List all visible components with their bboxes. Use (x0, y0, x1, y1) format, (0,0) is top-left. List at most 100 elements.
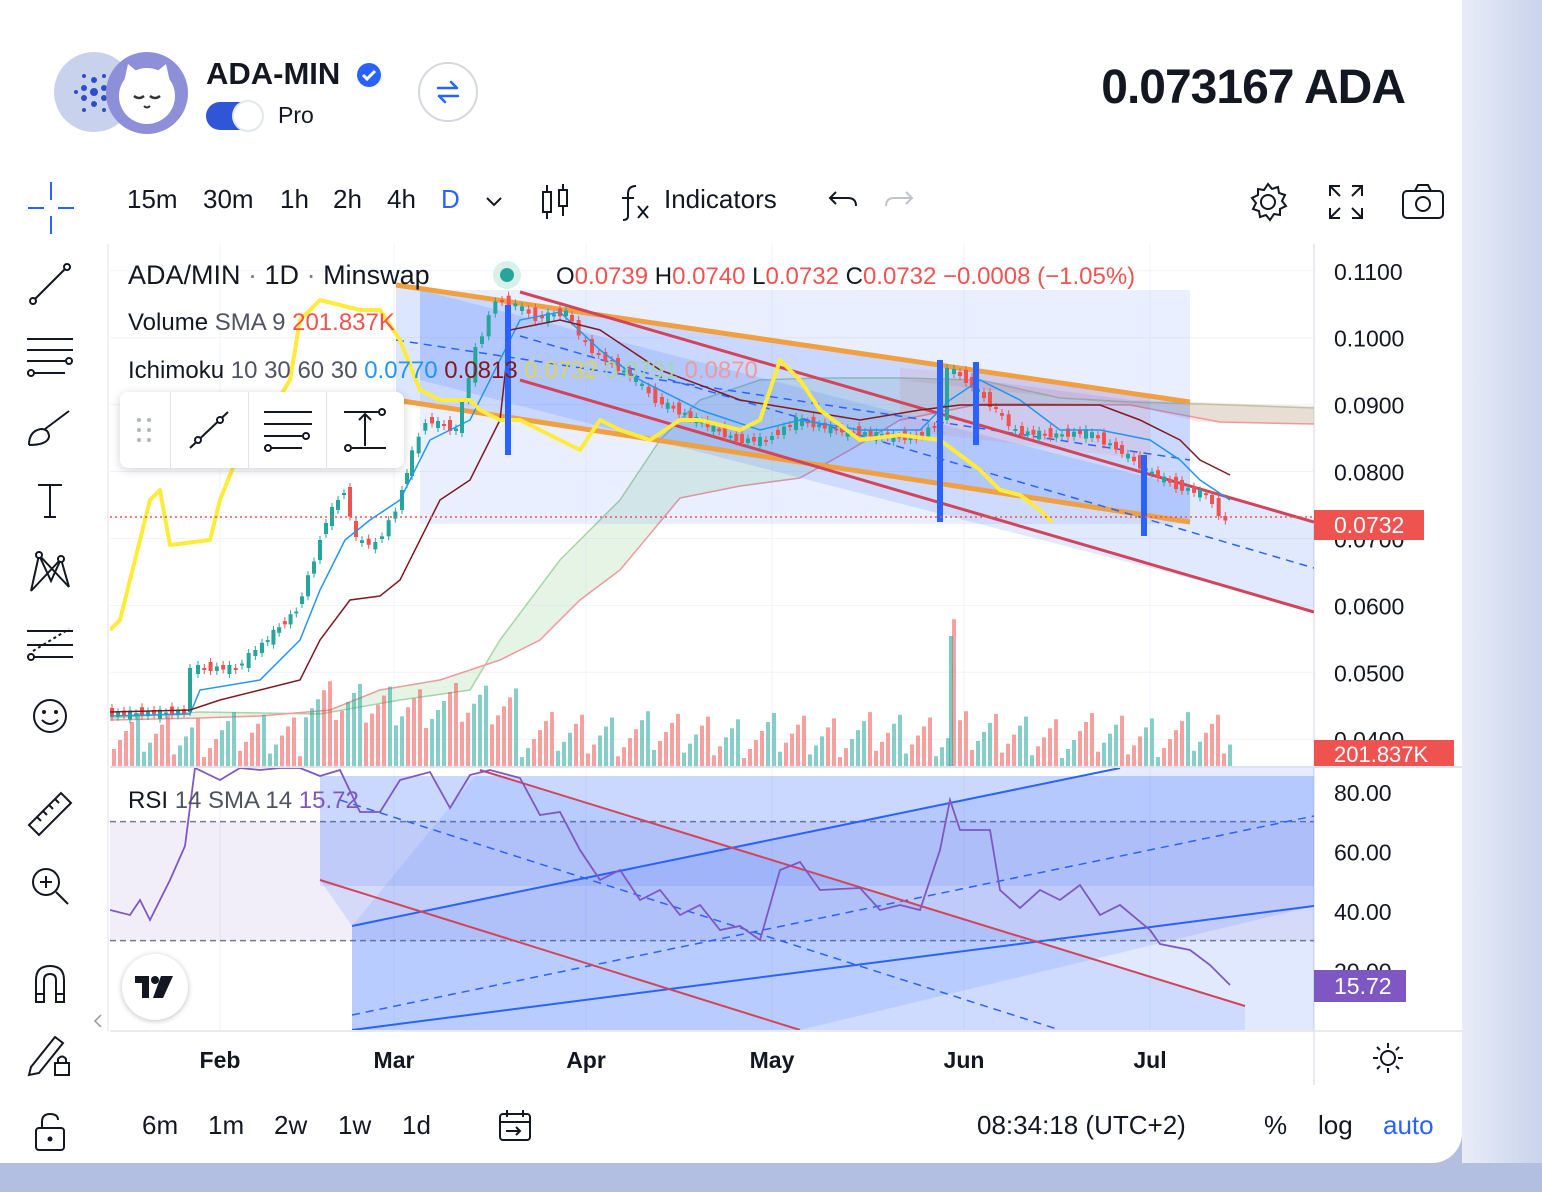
interval-d[interactable]: D (441, 184, 460, 214)
indicators-button[interactable]: Indicators (664, 184, 777, 214)
candle-body (851, 431, 856, 434)
range-1w[interactable]: 1w (338, 1110, 372, 1140)
volume-bar (874, 750, 878, 766)
ichimoku-legend[interactable]: Ichimoku 10 30 60 30 0.0770 0.0813 0.073… (128, 357, 758, 384)
candle-body (1120, 445, 1124, 454)
interval-4h[interactable]: 4h (387, 184, 416, 214)
emoji-tool[interactable] (22, 688, 78, 744)
candle-body (277, 627, 282, 633)
auto-scale-toggle[interactable]: auto (1383, 1110, 1434, 1140)
volume-bar (118, 740, 122, 766)
volume-bar (148, 742, 152, 766)
candle-body (122, 710, 126, 716)
theme-sun-icon[interactable] (1372, 1042, 1404, 1074)
collapse-arrow-icon[interactable] (92, 1012, 104, 1030)
candles-type-icon[interactable] (538, 182, 572, 222)
settings-gear-icon[interactable] (1246, 180, 1290, 224)
brush-tool[interactable] (22, 400, 78, 456)
floating-drawing-toolbar[interactable] (120, 392, 404, 468)
lock-drawings-tool[interactable] (22, 1026, 78, 1082)
range-1d[interactable]: 1d (402, 1110, 431, 1140)
candle-body (1180, 480, 1184, 491)
fib-tool[interactable] (22, 328, 78, 384)
candle-body (552, 314, 556, 317)
volume-bar (916, 735, 920, 766)
forecast-icon (27, 628, 73, 661)
drag-handle-icon[interactable] (134, 416, 154, 444)
interval-1h[interactable]: 1h (280, 184, 309, 214)
fib-retracement-icon[interactable] (262, 408, 314, 452)
camera-icon[interactable] (1400, 182, 1446, 222)
rsi-red-channel-bottom (319, 879, 801, 1030)
volume-bar (346, 701, 350, 766)
interval-2h[interactable]: 2h (333, 184, 362, 214)
volume-bar (550, 712, 554, 766)
candle-body (564, 310, 568, 317)
volume-bar (940, 747, 944, 766)
chart-canvas[interactable]: 0.11000.10000.09000.08000.07000.06000.05… (0, 0, 1462, 1163)
swap-pair-button[interactable] (418, 62, 478, 122)
ichimoku-conversion-line (110, 311, 1231, 717)
volume-bar (982, 731, 986, 766)
ruler-tool[interactable] (22, 786, 78, 842)
pro-toggle[interactable] (206, 102, 262, 130)
candle-body (1048, 428, 1053, 438)
goto-date-icon[interactable] (496, 1108, 534, 1144)
interval-15m[interactable]: 15m (127, 184, 178, 214)
parallel-channel-icon[interactable] (186, 408, 232, 452)
candle-body (1042, 433, 1047, 436)
rsi-line (110, 768, 1231, 986)
magnet-icon (35, 964, 65, 1003)
candle-body (265, 640, 270, 643)
zoom-in-icon (32, 868, 69, 905)
candle-body (800, 418, 804, 426)
forecast-tool[interactable] (22, 616, 78, 672)
volume-bar (742, 758, 746, 766)
high-value: 0.0740 (672, 263, 746, 290)
volume-bar (280, 735, 284, 766)
range-1m[interactable]: 1m (208, 1110, 245, 1140)
chevron-down-icon[interactable] (484, 194, 504, 210)
lock-tool[interactable] (22, 1104, 78, 1160)
interval-30m[interactable]: 30m (203, 184, 254, 214)
volume-bar (442, 701, 446, 766)
volume-bar (1114, 724, 1118, 766)
volume-bar (274, 744, 278, 766)
current-price: 0.073167 ADA (1101, 61, 1406, 114)
range-6m[interactable]: 6m (142, 1110, 179, 1140)
price-range-icon[interactable] (342, 406, 388, 454)
volume-bar (430, 719, 434, 766)
volume-bar (316, 699, 320, 766)
volume-bar (328, 681, 332, 766)
last-price-badge-text: 0.0732 (1334, 512, 1404, 538)
candle-body (862, 432, 867, 436)
clock[interactable]: 08:34:18 (UTC+2) (977, 1110, 1186, 1140)
volume-bar (634, 729, 638, 766)
text-tool[interactable] (22, 472, 78, 528)
undo-icon[interactable] (826, 186, 860, 216)
candle-body (473, 347, 478, 383)
candle-body (400, 490, 404, 510)
volume-bar (664, 731, 668, 766)
fx-icon[interactable] (614, 182, 654, 222)
crosshair-icon[interactable] (26, 180, 76, 236)
range-2w[interactable]: 2w (274, 1110, 308, 1140)
magnet-tool[interactable] (22, 956, 78, 1012)
log-scale-toggle[interactable]: log (1318, 1110, 1353, 1140)
volume-legend[interactable]: Volume SMA 9 201.837K (128, 309, 395, 336)
volume-bar (262, 714, 266, 766)
rsi-legend[interactable]: RSI 14 SMA 14 15.72 (128, 787, 359, 814)
redo-icon[interactable] (882, 186, 916, 216)
volume-bar (1072, 740, 1076, 766)
trendline-tool[interactable] (22, 256, 78, 312)
fullscreen-icon[interactable] (1326, 182, 1366, 222)
volume-bar (964, 711, 968, 766)
zoom-tool[interactable] (22, 858, 78, 914)
tradingview-logo[interactable] (122, 954, 188, 1020)
candle-body (728, 435, 733, 438)
pattern-tool[interactable] (22, 544, 78, 600)
volume-bar (586, 753, 590, 766)
percent-scale-toggle[interactable]: % (1264, 1110, 1288, 1140)
volume-bar (736, 719, 740, 766)
price-tick-label: 0.0800 (1334, 460, 1404, 486)
